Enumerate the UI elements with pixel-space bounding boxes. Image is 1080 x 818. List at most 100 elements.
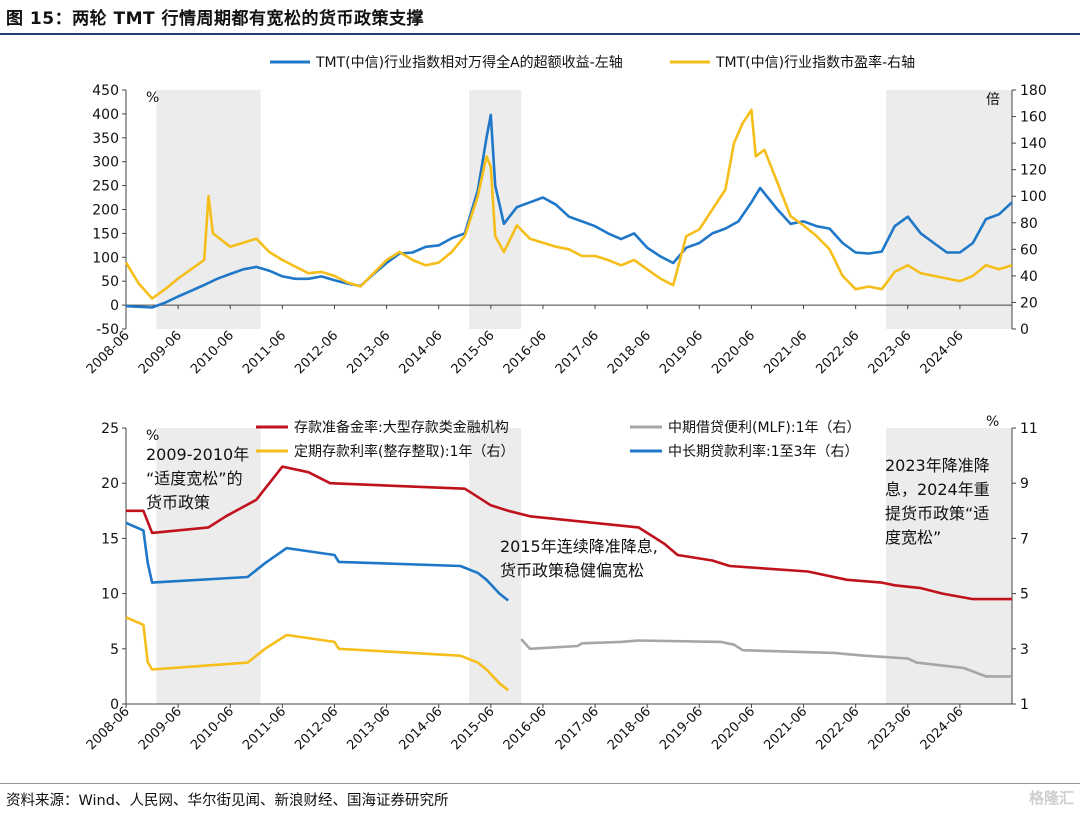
x-tick-label: 2024-06: [918, 704, 967, 753]
annotation-text: 提货币政策“适: [885, 504, 989, 523]
x-tick-label: 2020-06: [709, 328, 758, 377]
x-tick-label: 2018-06: [605, 704, 654, 753]
left-tick-label: 5: [110, 642, 119, 658]
right-tick-label: 9: [1020, 476, 1029, 492]
x-tick-label: 2024-06: [918, 328, 967, 377]
shaded-period: [469, 90, 522, 329]
right-tick-label: 40: [1020, 269, 1038, 285]
annotation-text: 2015年连续降准降息,: [500, 537, 658, 556]
right-tick-label: 3: [1020, 642, 1029, 658]
right-tick-label: 11: [1020, 421, 1038, 437]
x-tick-label: 2011-06: [240, 704, 289, 753]
right-axis-unit: 倍: [986, 92, 1000, 108]
x-tick-label: 2009-06: [136, 328, 185, 377]
x-tick-label: 2014-06: [397, 704, 446, 753]
x-tick-label: 2010-06: [188, 704, 237, 753]
series-line-2: [124, 108, 1013, 300]
series-line-2: [520, 638, 1012, 678]
x-tick-label: 2017-06: [553, 328, 602, 377]
annotation-text: 2009-2010年: [146, 445, 249, 464]
left-tick-label: 300: [92, 155, 119, 171]
shaded-period: [156, 428, 261, 704]
left-axis-unit: %: [146, 428, 159, 444]
left-tick-label: 25: [101, 421, 119, 437]
right-tick-label: 80: [1020, 216, 1038, 232]
left-tick-label: 150: [92, 226, 119, 242]
legend-label: 存款准备金率:大型存款类金融机构: [294, 419, 509, 436]
right-tick-label: 60: [1020, 242, 1038, 258]
left-axis-unit: %: [146, 90, 159, 106]
right-tick-label: 5: [1020, 587, 1029, 603]
figure-title: 图 15：两轮 TMT 行情周期都有宽松的货币政策支撑: [6, 9, 425, 29]
shaded-period: [886, 90, 1012, 329]
legend-label: TMT(中信)行业指数市盈率-右轴: [715, 54, 915, 71]
left-tick-label: 350: [92, 131, 119, 147]
right-tick-label: 100: [1020, 189, 1047, 205]
annotation-text: “适度宽松”的: [146, 469, 243, 488]
right-tick-label: 7: [1020, 531, 1029, 547]
annotation-text: 货币政策稳健偏宽松: [500, 561, 644, 580]
chart-canvas: -500501001502002503003504004500204060801…: [84, 54, 1047, 753]
x-tick-label: 2013-06: [344, 704, 393, 753]
x-tick-label: 2023-06: [866, 328, 915, 377]
x-tick-label: 2018-06: [605, 328, 654, 377]
left-tick-label: 50: [101, 274, 119, 290]
x-tick-label: 2014-06: [397, 328, 446, 377]
source-note: 资料来源：Wind、人民网、华尔街见闻、新浪财经、国海证券研究所: [6, 793, 449, 809]
legend-label: TMT(中信)行业指数相对万得全A的超额收益-左轴: [315, 54, 623, 71]
right-tick-label: 120: [1020, 163, 1047, 179]
x-tick-label: 2019-06: [657, 704, 706, 753]
x-tick-label: 2010-06: [188, 328, 237, 377]
annotation-text: 货币政策: [146, 493, 210, 512]
x-tick-label: 2013-06: [344, 328, 393, 377]
x-tick-label: 2012-06: [292, 704, 341, 753]
series-line-3: [125, 616, 510, 692]
x-tick-label: 2020-06: [709, 704, 758, 753]
series-line-1: [125, 113, 1013, 309]
x-tick-label: 2016-06: [501, 704, 550, 753]
x-tick-label: 2008-06: [84, 704, 133, 753]
x-tick-label: 2015-06: [449, 704, 498, 753]
title-rule: [0, 33, 1080, 35]
right-tick-label: 0: [1020, 322, 1029, 338]
left-tick-label: 10: [101, 587, 119, 603]
legend-label: 中长期贷款利率:1至3年（右）: [668, 443, 859, 460]
right-axis-unit: %: [986, 414, 999, 430]
x-tick-label: 2019-06: [657, 328, 706, 377]
left-tick-label: 400: [92, 107, 119, 123]
series-line-1: [126, 465, 1012, 601]
right-tick-label: 20: [1020, 295, 1038, 311]
watermark-logo: 格隆汇: [1028, 789, 1074, 807]
right-tick-label: 180: [1020, 83, 1047, 99]
x-tick-label: 2015-06: [449, 328, 498, 377]
left-tick-label: 450: [92, 83, 119, 99]
right-tick-label: 160: [1020, 110, 1047, 126]
annotation-text: 2023年降准降: [885, 456, 990, 475]
legend-label: 中期借贷便利(MLF):1年（右）: [668, 420, 860, 436]
x-tick-label: 2022-06: [813, 328, 862, 377]
legend-label: 定期存款利率(整存整取):1年（右）: [294, 443, 515, 460]
x-tick-label: 2016-06: [501, 328, 550, 377]
left-tick-label: 15: [101, 531, 119, 547]
x-tick-label: 2021-06: [761, 328, 810, 377]
x-tick-label: 2009-06: [136, 704, 185, 753]
x-tick-label: 2017-06: [553, 704, 602, 753]
x-tick-label: 2021-06: [761, 704, 810, 753]
x-tick-label: 2012-06: [292, 328, 341, 377]
shaded-period: [469, 428, 522, 704]
left-tick-label: 100: [92, 250, 119, 266]
x-tick-label: 2023-06: [866, 704, 915, 753]
left-tick-label: 250: [92, 179, 119, 195]
x-tick-label: 2022-06: [813, 704, 862, 753]
left-tick-label: 0: [110, 697, 119, 713]
left-tick-label: -50: [96, 322, 119, 338]
x-tick-label: 2011-06: [240, 328, 289, 377]
annotation-text: 息，2024年重: [885, 480, 990, 499]
series-line-4: [125, 521, 510, 602]
annotation-text: 度宽松”: [885, 528, 941, 547]
right-tick-label: 140: [1020, 136, 1047, 152]
left-tick-label: 200: [92, 203, 119, 219]
footer-rule: [0, 783, 1080, 784]
left-tick-label: 20: [101, 476, 119, 492]
left-tick-label: 0: [110, 298, 119, 314]
